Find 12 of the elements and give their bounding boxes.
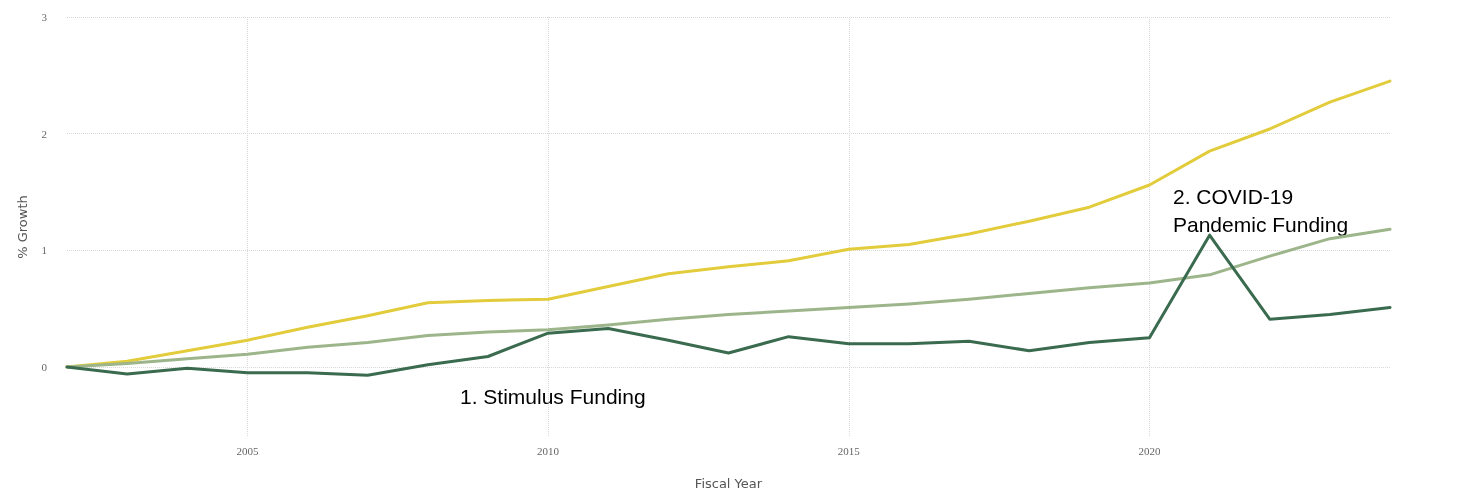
annotation: 2. COVID-19 Pandemic Funding [1173,184,1349,236]
y-tick-label: 2 [41,127,47,140]
annotation: 1. Stimulus Funding [460,384,646,408]
y-tick-label: 0 [41,361,48,373]
y-axis-title: % Growth [15,195,30,259]
x-tick-label: 2020 [1138,444,1161,457]
x-tick-label: 2015 [837,444,861,457]
x-axis-title: Fiscal Year [694,476,763,491]
y-tick-label: 1 [41,244,47,257]
x-tick-label: 2005 [236,444,259,457]
y-tick-label: 3 [41,11,48,23]
x-tick-label: 2010 [537,444,560,457]
